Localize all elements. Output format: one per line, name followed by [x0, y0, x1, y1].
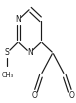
Text: N: N	[15, 15, 21, 25]
Text: O: O	[68, 91, 74, 100]
Text: N: N	[27, 48, 33, 57]
Text: S: S	[5, 48, 10, 57]
Text: CH₃: CH₃	[1, 71, 13, 78]
Text: O: O	[32, 91, 37, 100]
